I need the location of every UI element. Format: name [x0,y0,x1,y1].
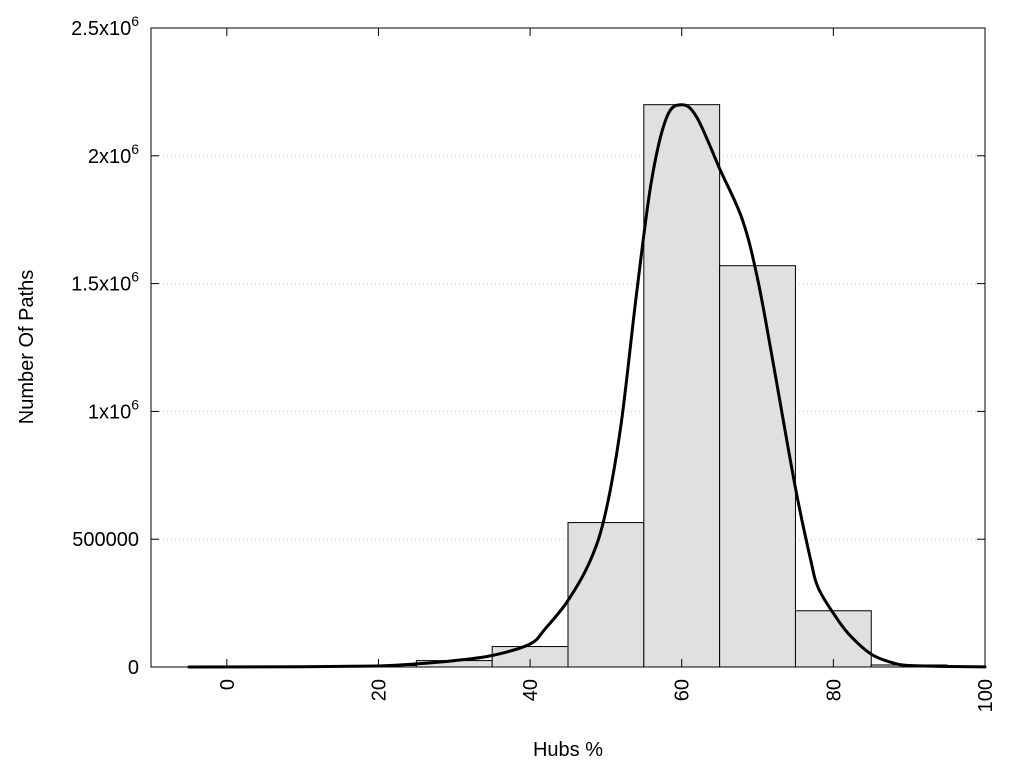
histogram-bar [567,522,645,668]
histogram-bars [188,104,948,668]
y-tick-mantissa: 1.5x10 [71,274,131,296]
histogram-bar [794,610,872,668]
x-tick-label: 60 [672,679,694,701]
x-tick-label: 100 [975,679,997,712]
y-tick-mantissa: 2x10 [88,146,131,168]
density-curve [187,103,987,669]
y-tick-exponent: 6 [131,13,139,29]
y-tick-mantissa: 2.5x10 [71,18,131,40]
y-tick-mantissa: 0 [128,657,139,679]
plot-frame [150,27,986,668]
y-tick-label: 2x106 [88,141,139,168]
y-tick-label: 2.5x106 [71,13,139,40]
y-tick-mantissa: 500000 [72,529,139,551]
x-axis-title: Hubs % [533,739,603,761]
axis-ticks [151,27,986,668]
density-curve-layer [187,103,987,669]
y-tick-mantissa: 1x10 [88,401,131,423]
x-tick-labels: 0 20 40 60 80 100 [217,679,997,712]
y-tick-exponent: 6 [131,141,139,157]
y-tick-label: 0 [128,657,139,679]
histogram-bar [643,104,721,668]
y-tick-exponent: 6 [131,269,139,285]
x-tick-label: 0 [217,679,239,690]
x-tick-label: 40 [520,679,542,701]
x-tick-label: 80 [823,679,845,701]
gridlines [151,155,985,540]
x-tick-label: 20 [368,679,390,701]
histogram-bar [719,265,796,668]
y-tick-label: 1.5x106 [71,269,139,296]
y-axis-title: Number Of Paths [16,270,38,425]
y-tick-label: 1x106 [88,396,139,423]
y-tick-exponent: 6 [131,396,139,412]
y-tick-label: 500000 [72,529,139,551]
